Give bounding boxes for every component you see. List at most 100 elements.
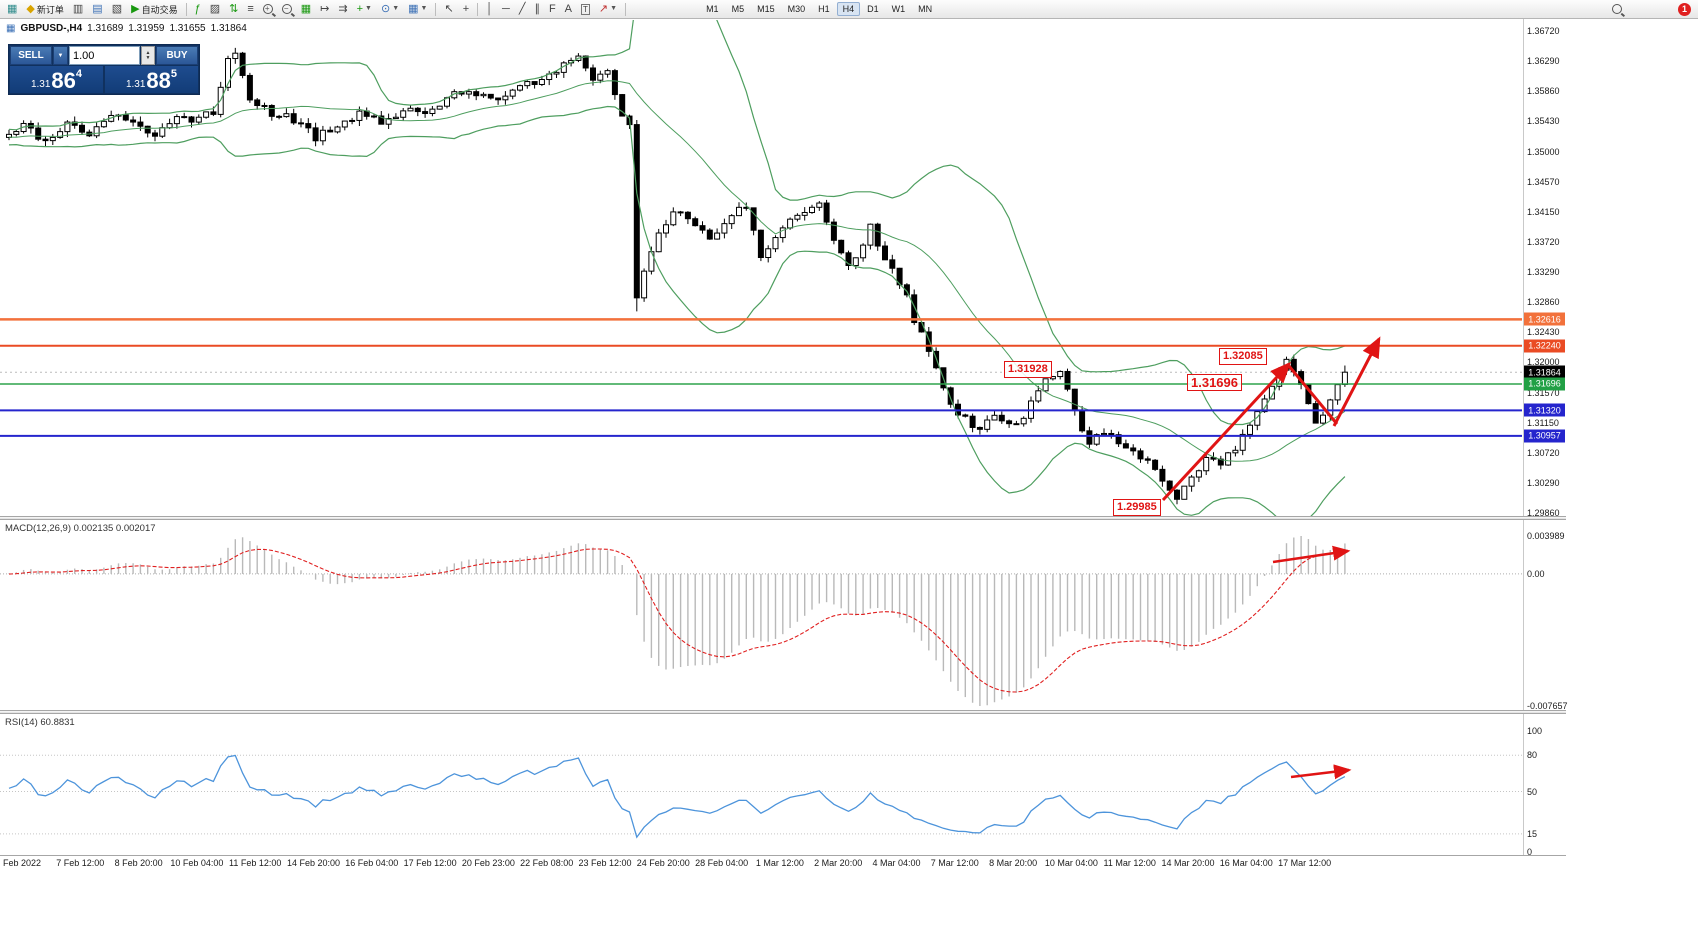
text-icon: A — [564, 3, 573, 15]
ohlc-open: 1.31689 — [87, 23, 124, 34]
arrows-object-button[interactable]: ↗ ▼ — [595, 0, 621, 19]
template-button[interactable]: ▦ ▼ — [404, 0, 431, 19]
zoom-out-icon: − — [281, 4, 292, 14]
vertical-line-icon: │ — [486, 3, 494, 15]
trend-arrow[interactable] — [1161, 361, 1292, 502]
sell-price-display[interactable]: 1.31 86 4 — [10, 66, 103, 93]
buy-button[interactable]: BUY — [156, 46, 198, 65]
period-up-down-button[interactable]: ⇅ — [225, 0, 242, 19]
crosshair-button[interactable]: + — [459, 0, 473, 19]
timeframe-mn[interactable]: MN — [918, 4, 933, 14]
bollinger-middle — [8, 80, 1346, 462]
timeframe-m15[interactable]: M15 — [757, 4, 775, 14]
symbol-timeframe: GBPUSD-,H4 — [20, 23, 83, 34]
objects-list-button[interactable]: ≡ — [243, 0, 257, 19]
crosshair-icon: + — [462, 3, 470, 15]
pane-separator[interactable] — [0, 516, 1566, 520]
timeframe-h4[interactable]: H4 — [836, 2, 861, 16]
search-button[interactable] — [1608, 0, 1626, 19]
clock-icon: ⊙ — [380, 3, 391, 15]
buy-price-point: 5 — [170, 68, 178, 80]
fibonacci-icon: F — [548, 3, 556, 15]
notification-badge[interactable]: 1 — [1678, 2, 1691, 16]
search-icon — [1612, 4, 1622, 14]
macd-header: MACD(12,26,9) 0.002135 0.002017 — [5, 523, 156, 534]
ohlc-high: 1.31959 — [128, 23, 165, 34]
volume-input[interactable] — [69, 46, 140, 65]
horizontal-line-button[interactable]: ─ — [498, 0, 514, 19]
pane-separator[interactable] — [0, 710, 1566, 714]
timeframe-d1[interactable]: D1 — [867, 4, 879, 14]
navigator-icon: ▧ — [111, 3, 123, 15]
buy-price-pips: 88 — [146, 68, 171, 93]
text-button[interactable]: A — [561, 0, 576, 19]
zoom-out-button[interactable]: − — [278, 0, 296, 19]
objects-button[interactable]: ▨ — [206, 0, 224, 19]
objects-icon: ▨ — [209, 3, 221, 15]
chart-shift-button[interactable]: ⇉ — [334, 0, 351, 19]
new-order-button[interactable]: ◆ 新订单 — [22, 0, 67, 19]
timeframe-h1[interactable]: H1 — [818, 4, 830, 14]
sell-button[interactable]: SELL — [10, 46, 52, 65]
ohlc-close: 1.31864 — [210, 23, 247, 34]
toolbar-separator — [435, 2, 437, 16]
volume-dropdown-button[interactable]: ▼ — [53, 46, 68, 65]
new-chart-button[interactable]: ▦ — [3, 0, 21, 19]
horizontal-line-icon: ─ — [502, 3, 510, 15]
dropdown-icon: ▼ — [610, 5, 618, 12]
periodicity-button[interactable]: ⊙ ▼ — [377, 0, 403, 19]
autotrading-play-icon: ▶ — [131, 3, 140, 15]
toolbar-separator — [185, 2, 187, 16]
navigator-button[interactable]: ▧ — [108, 0, 126, 19]
trend-arrow[interactable] — [1290, 764, 1352, 780]
trendline-button[interactable]: ╱ — [515, 0, 530, 19]
chart-window-icon: ▦ — [6, 23, 16, 34]
toolbar: ▦ ◆ 新订单 ▥ ▤ ▧ ▶ 自动交易 ƒ ▨ ⇅ ≡ + − ▦ ↦ ⇉ + ▼ … — [0, 0, 1698, 19]
cursor-button[interactable]: ↖ — [440, 0, 457, 19]
rsi-header: RSI(14) 60.8831 — [5, 717, 75, 728]
time-axis-separator — [0, 855, 1566, 856]
auto-scroll-button[interactable]: ↦ — [316, 0, 333, 19]
autotrading-button[interactable]: ▶ 自动交易 — [127, 0, 181, 19]
volume-spinner[interactable]: ▲ ▼ — [141, 46, 155, 65]
rsi-line — [8, 754, 1346, 839]
chevron-down-icon: ▼ — [57, 52, 64, 59]
trend-arrow[interactable] — [1332, 336, 1381, 427]
profiles-icon: ▥ — [72, 3, 84, 15]
macd-signal-line — [8, 548, 1346, 693]
text-label-icon: T — [581, 3, 590, 15]
timeframe-m1[interactable]: M1 — [706, 4, 719, 14]
timeframe-m5[interactable]: M5 — [731, 4, 745, 14]
zoom-in-icon: + — [262, 4, 273, 14]
bollinger-lower — [8, 105, 1346, 517]
chart-title-bar: ▦ GBPUSD-,H4 1.31689 1.31959 1.31655 1.3… — [6, 23, 247, 34]
trend-arrow[interactable] — [1287, 365, 1339, 425]
profiles-button[interactable]: ▥ — [69, 0, 87, 19]
market-watch-button[interactable]: ▤ — [88, 0, 106, 19]
channel-button[interactable]: ∥ — [530, 0, 544, 19]
trend-arrow[interactable] — [1272, 545, 1351, 564]
new-chart-icon: ▦ — [7, 3, 18, 15]
sell-price-point: 4 — [75, 68, 83, 80]
fibonacci-button[interactable]: F — [545, 0, 560, 19]
arrow-object-icon: ↗ — [598, 3, 609, 15]
sell-price-prefix: 1.31 — [30, 79, 51, 90]
indicators-icon: ƒ — [194, 3, 201, 15]
market-watch-icon: ▤ — [92, 3, 103, 15]
cursor-icon: ↖ — [444, 3, 454, 15]
tile-windows-button[interactable]: ▦ — [297, 0, 315, 19]
timeframe-w1[interactable]: W1 — [891, 4, 906, 14]
chart-shift-icon: ⇉ — [338, 3, 348, 15]
vertical-line-button[interactable]: │ — [482, 0, 497, 19]
new-order-label: 新订单 — [36, 4, 64, 15]
buy-price-display[interactable]: 1.31 88 5 — [105, 66, 198, 93]
add-indicator-button[interactable]: + ▼ — [353, 0, 376, 19]
price-axis-separator — [1523, 19, 1524, 855]
zoom-in-button[interactable]: + — [259, 0, 277, 19]
indicators-button[interactable]: ƒ — [191, 0, 205, 19]
ohlc-low: 1.31655 — [169, 23, 206, 34]
text-label-button[interactable]: T — [577, 0, 594, 19]
timeframe-m30[interactable]: M30 — [787, 4, 806, 14]
